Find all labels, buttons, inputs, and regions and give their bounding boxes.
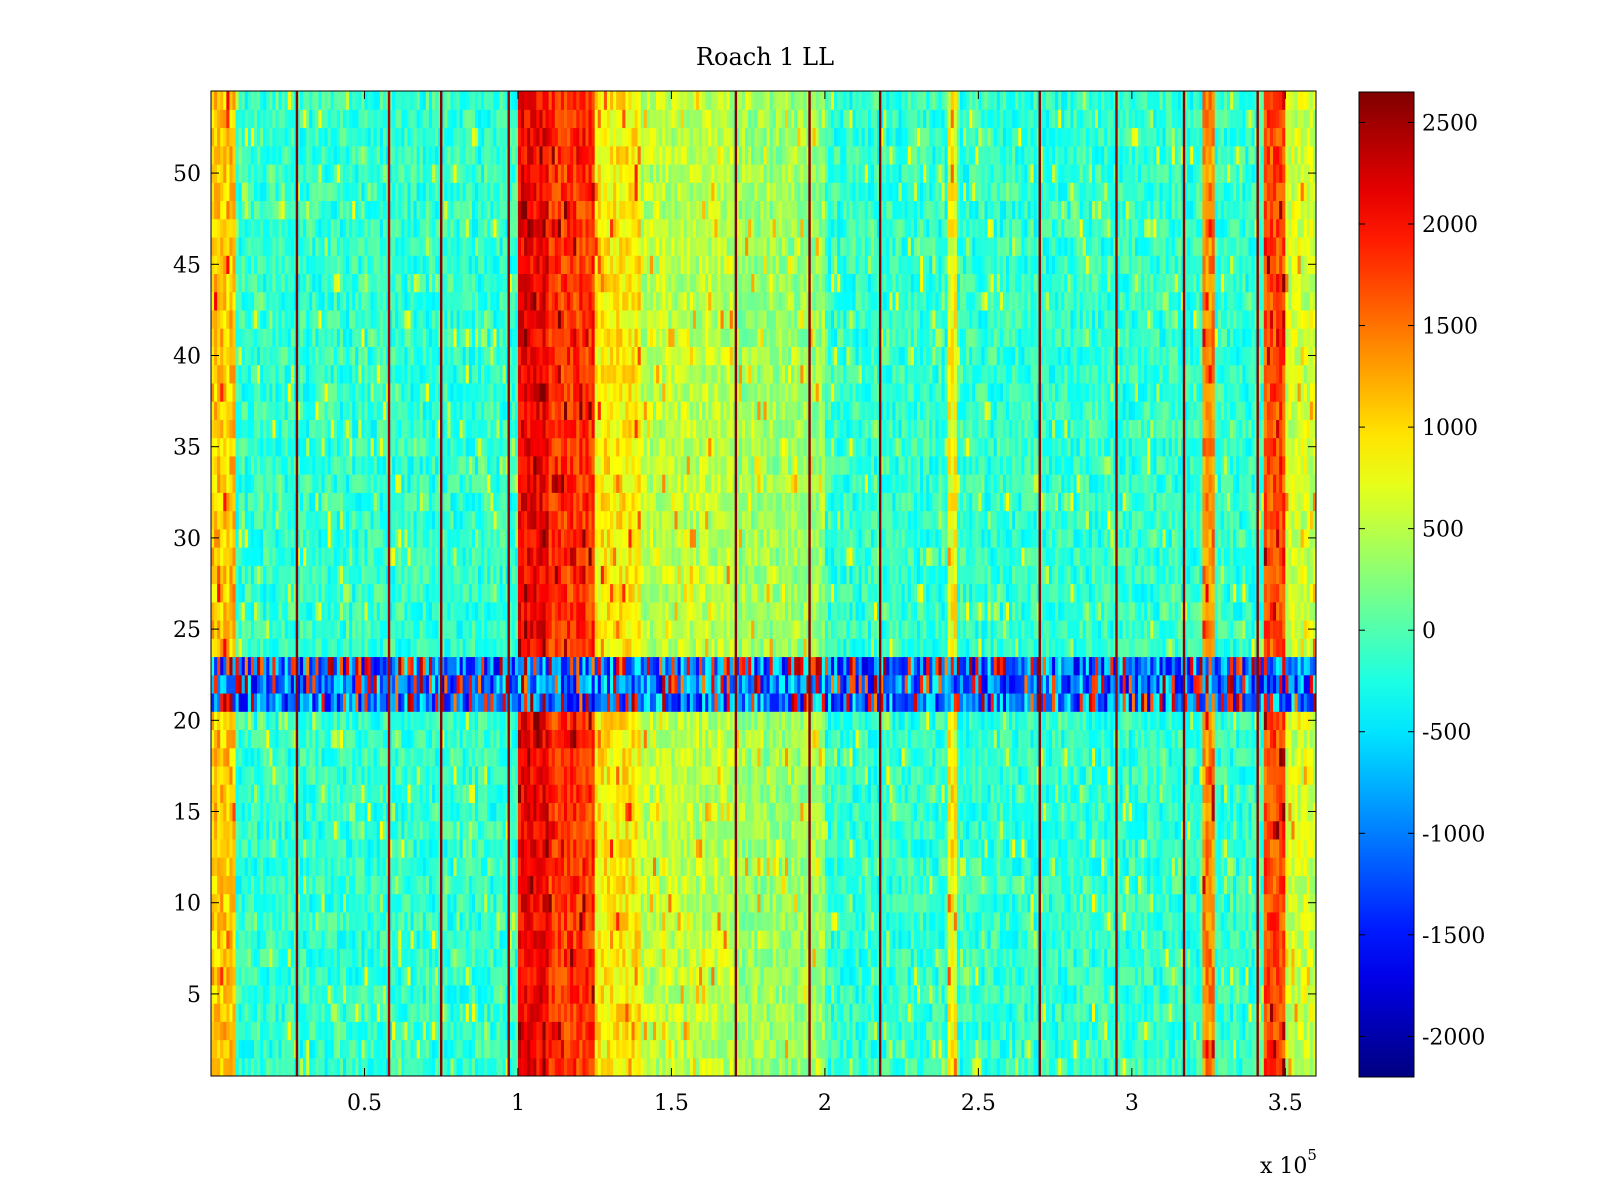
chart-title: Roach 1 LL [696, 43, 834, 71]
figure: Roach 1 LL 0.5 1 1.5 2 2.5 3 3.5 5101520253035… [0, 0, 1600, 1200]
heatmap [211, 91, 1317, 1077]
